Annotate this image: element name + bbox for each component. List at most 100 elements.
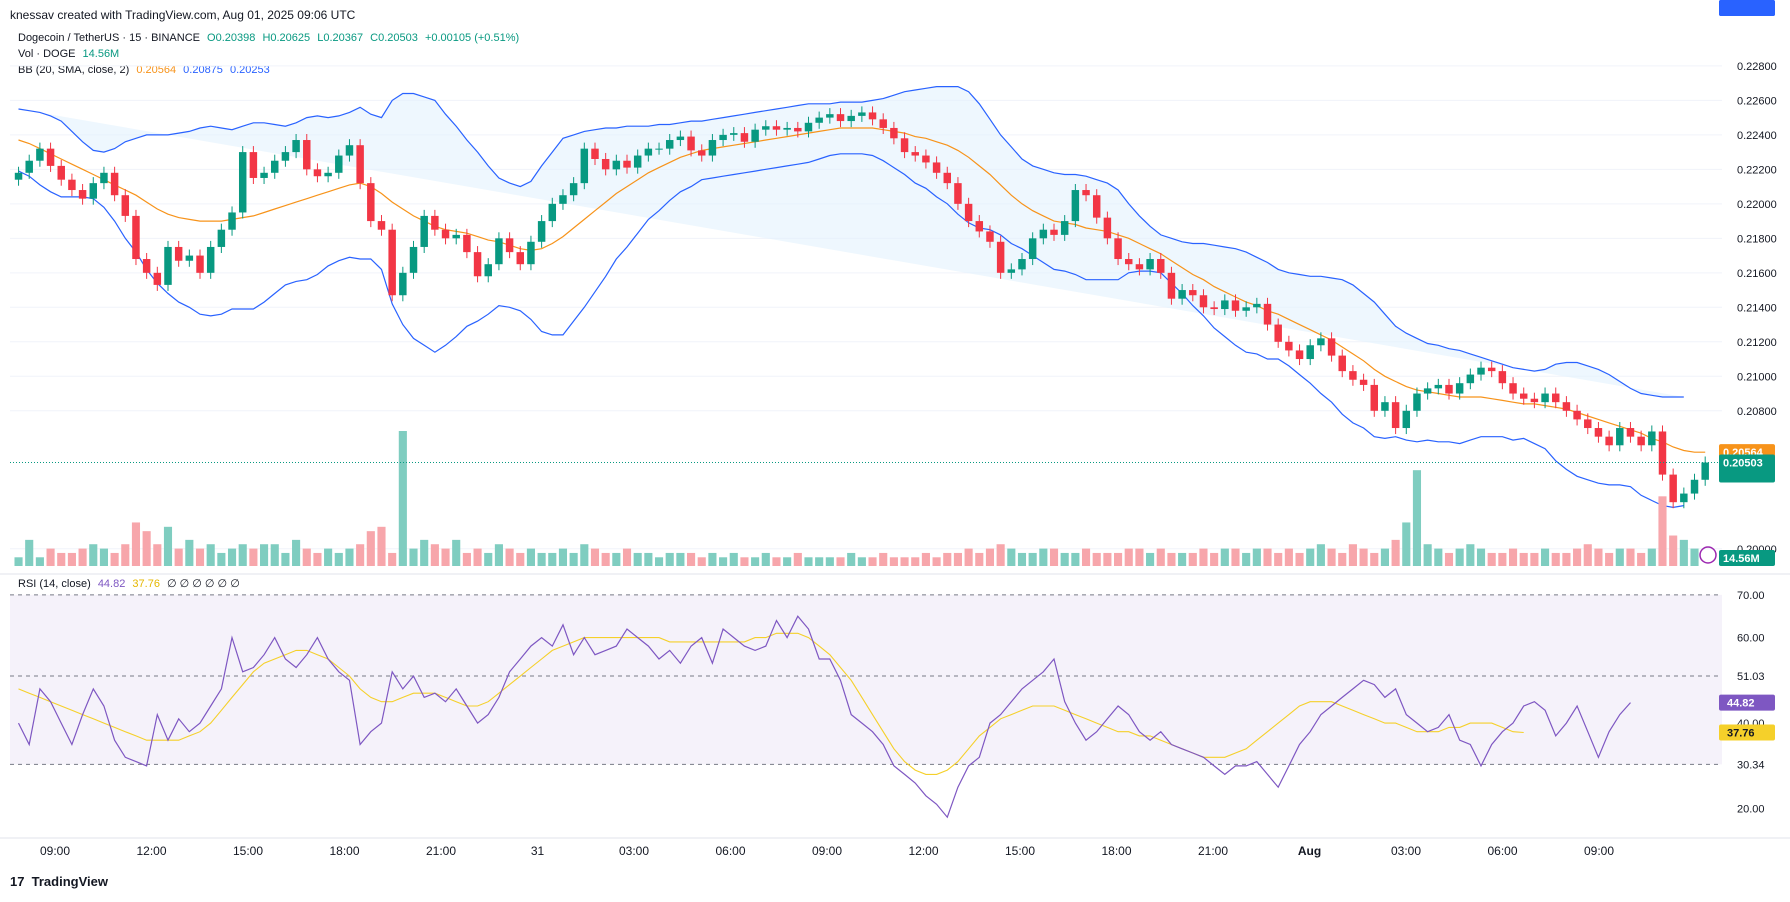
candle-body bbox=[1552, 393, 1560, 403]
candle-body bbox=[1295, 350, 1304, 360]
volume-bar bbox=[1220, 548, 1229, 566]
volume-bar bbox=[462, 552, 471, 566]
time-tick-label: 21:00 bbox=[1198, 844, 1228, 858]
candle-body bbox=[196, 255, 204, 273]
volume-bar bbox=[1637, 552, 1646, 566]
volume-bar bbox=[78, 548, 87, 566]
volume-bar bbox=[654, 557, 664, 566]
candle-body bbox=[1028, 238, 1037, 260]
volume-bar bbox=[57, 552, 66, 566]
volume-bar bbox=[590, 548, 600, 566]
volume-bar bbox=[1178, 552, 1187, 566]
tradingview-logo[interactable]: 17 TradingView bbox=[10, 874, 108, 889]
candle-body bbox=[986, 231, 994, 242]
price-tick-label: 0.21200 bbox=[1737, 337, 1777, 349]
rsi-ma-tag-bg bbox=[1719, 724, 1775, 741]
volume-bar bbox=[1306, 548, 1315, 566]
ohlc-high: H0.20625 bbox=[262, 32, 311, 44]
candle-body bbox=[1541, 393, 1549, 403]
candle-body bbox=[441, 229, 450, 239]
candle-body bbox=[345, 145, 354, 156]
candle-body bbox=[1445, 384, 1453, 394]
candle-body bbox=[537, 221, 546, 242]
volume-bar bbox=[1380, 548, 1389, 566]
volume-bar bbox=[99, 548, 108, 566]
candle-body bbox=[964, 203, 973, 222]
time-tick-label: 15:00 bbox=[233, 844, 263, 858]
candle-body bbox=[1157, 259, 1165, 273]
volume-bar bbox=[1028, 552, 1037, 566]
volume-bar bbox=[879, 552, 888, 566]
candle-body bbox=[1167, 272, 1176, 299]
candle-body bbox=[996, 241, 1005, 273]
candle-body bbox=[420, 215, 428, 247]
candle-body bbox=[36, 148, 44, 161]
volume-bar bbox=[1060, 552, 1069, 566]
bollinger-fill bbox=[18, 86, 1684, 397]
volume-bar bbox=[1423, 544, 1432, 566]
candle-body bbox=[868, 112, 877, 120]
candle-body bbox=[1594, 428, 1603, 437]
volume-bar bbox=[943, 552, 952, 566]
volume-bar bbox=[1284, 548, 1293, 566]
volume-bar bbox=[452, 539, 461, 566]
time-tick-label: 12:00 bbox=[136, 844, 166, 858]
volume-bar bbox=[89, 544, 98, 566]
candle-body bbox=[1701, 462, 1709, 480]
candle-body bbox=[719, 134, 727, 141]
candle-body bbox=[687, 136, 695, 151]
price-tick-label: 0.22800 bbox=[1737, 61, 1777, 73]
volume-bar bbox=[1508, 548, 1518, 566]
candle-body bbox=[1092, 195, 1101, 218]
candle-body bbox=[399, 272, 407, 296]
volume-bar bbox=[985, 548, 995, 566]
candle-body bbox=[409, 246, 418, 273]
volume-bar bbox=[569, 552, 578, 566]
last-price-tag: 0.20503 bbox=[1723, 458, 1763, 470]
rsi-label[interactable]: RSI (14, close) bbox=[18, 578, 91, 590]
bb-label[interactable]: BB (20, SMA, close, 2) bbox=[18, 64, 130, 76]
candle-body bbox=[1498, 371, 1507, 384]
candle-body bbox=[1082, 190, 1090, 196]
volume-bar bbox=[622, 548, 632, 566]
volume-bar bbox=[324, 548, 333, 566]
rsi-tick-label: 20.00 bbox=[1737, 804, 1765, 816]
volume-bar bbox=[889, 557, 898, 566]
price-tick-label: 0.21000 bbox=[1737, 371, 1777, 383]
volume-bar bbox=[1199, 548, 1208, 566]
rsi-value-tag-bg bbox=[1719, 694, 1775, 711]
volume-bar bbox=[633, 552, 642, 566]
candle-body bbox=[1573, 410, 1581, 420]
candle-body bbox=[1616, 428, 1624, 446]
time-tick-label: 09:00 bbox=[40, 844, 70, 858]
ohlc-low: L0.20367 bbox=[317, 32, 364, 44]
volume-label[interactable]: Vol · DOGE bbox=[18, 48, 76, 60]
time-tick-label: Aug bbox=[1298, 844, 1321, 858]
volume-bar bbox=[761, 552, 770, 566]
candle-body bbox=[665, 140, 674, 149]
candle-body bbox=[1135, 264, 1144, 270]
volume-bar bbox=[292, 539, 301, 566]
volume-bar bbox=[356, 544, 365, 566]
volume-bar bbox=[1466, 544, 1475, 566]
volume-bar bbox=[409, 548, 418, 566]
volume-bar bbox=[14, 557, 23, 566]
volume-bar bbox=[260, 544, 269, 566]
candle-body bbox=[1626, 428, 1635, 437]
volume-bar bbox=[644, 552, 653, 566]
bb-lower-value: 0.20253 bbox=[229, 64, 270, 76]
rsi-tick-label: 51.03 bbox=[1737, 671, 1765, 683]
candle-body bbox=[612, 160, 621, 170]
candle-body bbox=[548, 203, 557, 222]
candle-body bbox=[1477, 367, 1485, 375]
volume-tag: 14.56M bbox=[1723, 553, 1760, 565]
volume-bar bbox=[377, 526, 386, 566]
bb-lower-tag-bg bbox=[1719, 0, 1775, 16]
candle-body bbox=[238, 152, 247, 213]
price-tick-label: 0.22200 bbox=[1737, 164, 1777, 176]
symbol-title[interactable]: Dogecoin / TetherUS · 15 · BINANCE bbox=[18, 32, 200, 44]
ohlc-open: O0.20398 bbox=[207, 32, 256, 44]
volume-bar bbox=[345, 548, 354, 566]
time-tick-label: 18:00 bbox=[1101, 844, 1131, 858]
